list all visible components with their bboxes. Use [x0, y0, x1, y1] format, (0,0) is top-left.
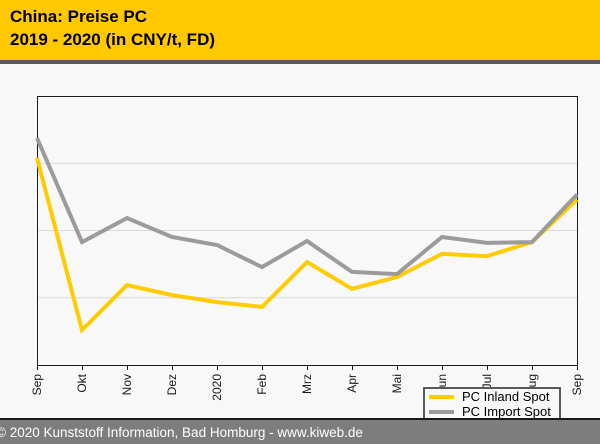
x-tick-label: Sep: [570, 374, 584, 396]
x-tick-label: Okt: [75, 373, 89, 392]
legend-entry-import: PC Import Spot: [429, 404, 555, 419]
chart-title: China: Preise PC: [10, 7, 147, 26]
legend-label-import: PC Import Spot: [462, 404, 551, 419]
x-tick-label: Mrz: [300, 374, 314, 394]
x-tick-label: Jul: [480, 374, 494, 389]
x-tick-label: Feb: [255, 374, 269, 395]
inland-spot-line: [35, 157, 579, 334]
x-tick-label: Mai: [390, 374, 404, 393]
chart-header: China: Preise PC 2019 - 2020 (in CNY/t, …: [0, 0, 600, 60]
inland-line-swatch: [429, 394, 454, 399]
import-spot-line: [35, 137, 579, 277]
x-tick-label: Dez: [165, 374, 179, 395]
price-line-chart: Sep Okt Nov Dez 2020 Feb Mrz Apr Mai Jun Jul Aug Sep: [30, 96, 584, 401]
footer-separator: [0, 418, 600, 420]
copyright-text: © 2020 Kunststoff Information, Bad Hombu…: [0, 424, 363, 440]
plot-border: [37, 96, 578, 366]
chart-subtitle: 2019 - 2020 (in CNY/t, FD): [10, 30, 216, 49]
x-tick-label: Nov: [120, 374, 134, 395]
header-separator: [0, 60, 600, 64]
x-tick-label: Sep: [30, 374, 44, 396]
legend-label-inland: PC Inland Spot: [462, 389, 550, 404]
x-tick-label: Apr: [345, 374, 359, 393]
footer: © 2020 Kunststoff Information, Bad Hombu…: [0, 420, 600, 444]
import-line-swatch: [429, 409, 454, 414]
legend-entry-inland: PC Inland Spot: [429, 389, 555, 404]
x-tick-label: 2020: [210, 374, 224, 401]
chart-legend: PC Inland Spot PC Import Spot: [423, 387, 561, 421]
chart-area: Sep Okt Nov Dez 2020 Feb Mrz Apr Mai Jun Jul Aug Sep…: [0, 64, 600, 421]
